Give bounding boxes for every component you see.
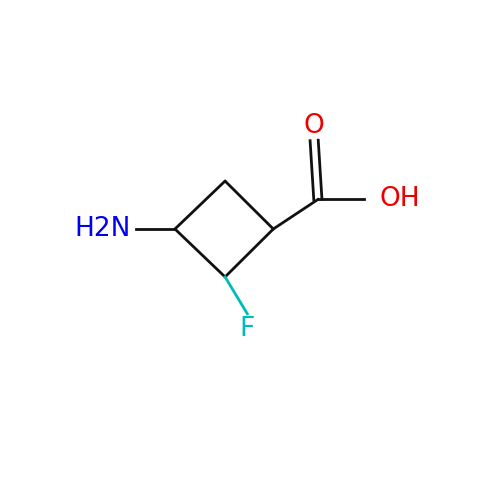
Text: OH: OH [379,186,420,213]
Text: F: F [240,316,255,342]
Text: O: O [304,113,325,139]
Text: H2N: H2N [74,216,131,242]
